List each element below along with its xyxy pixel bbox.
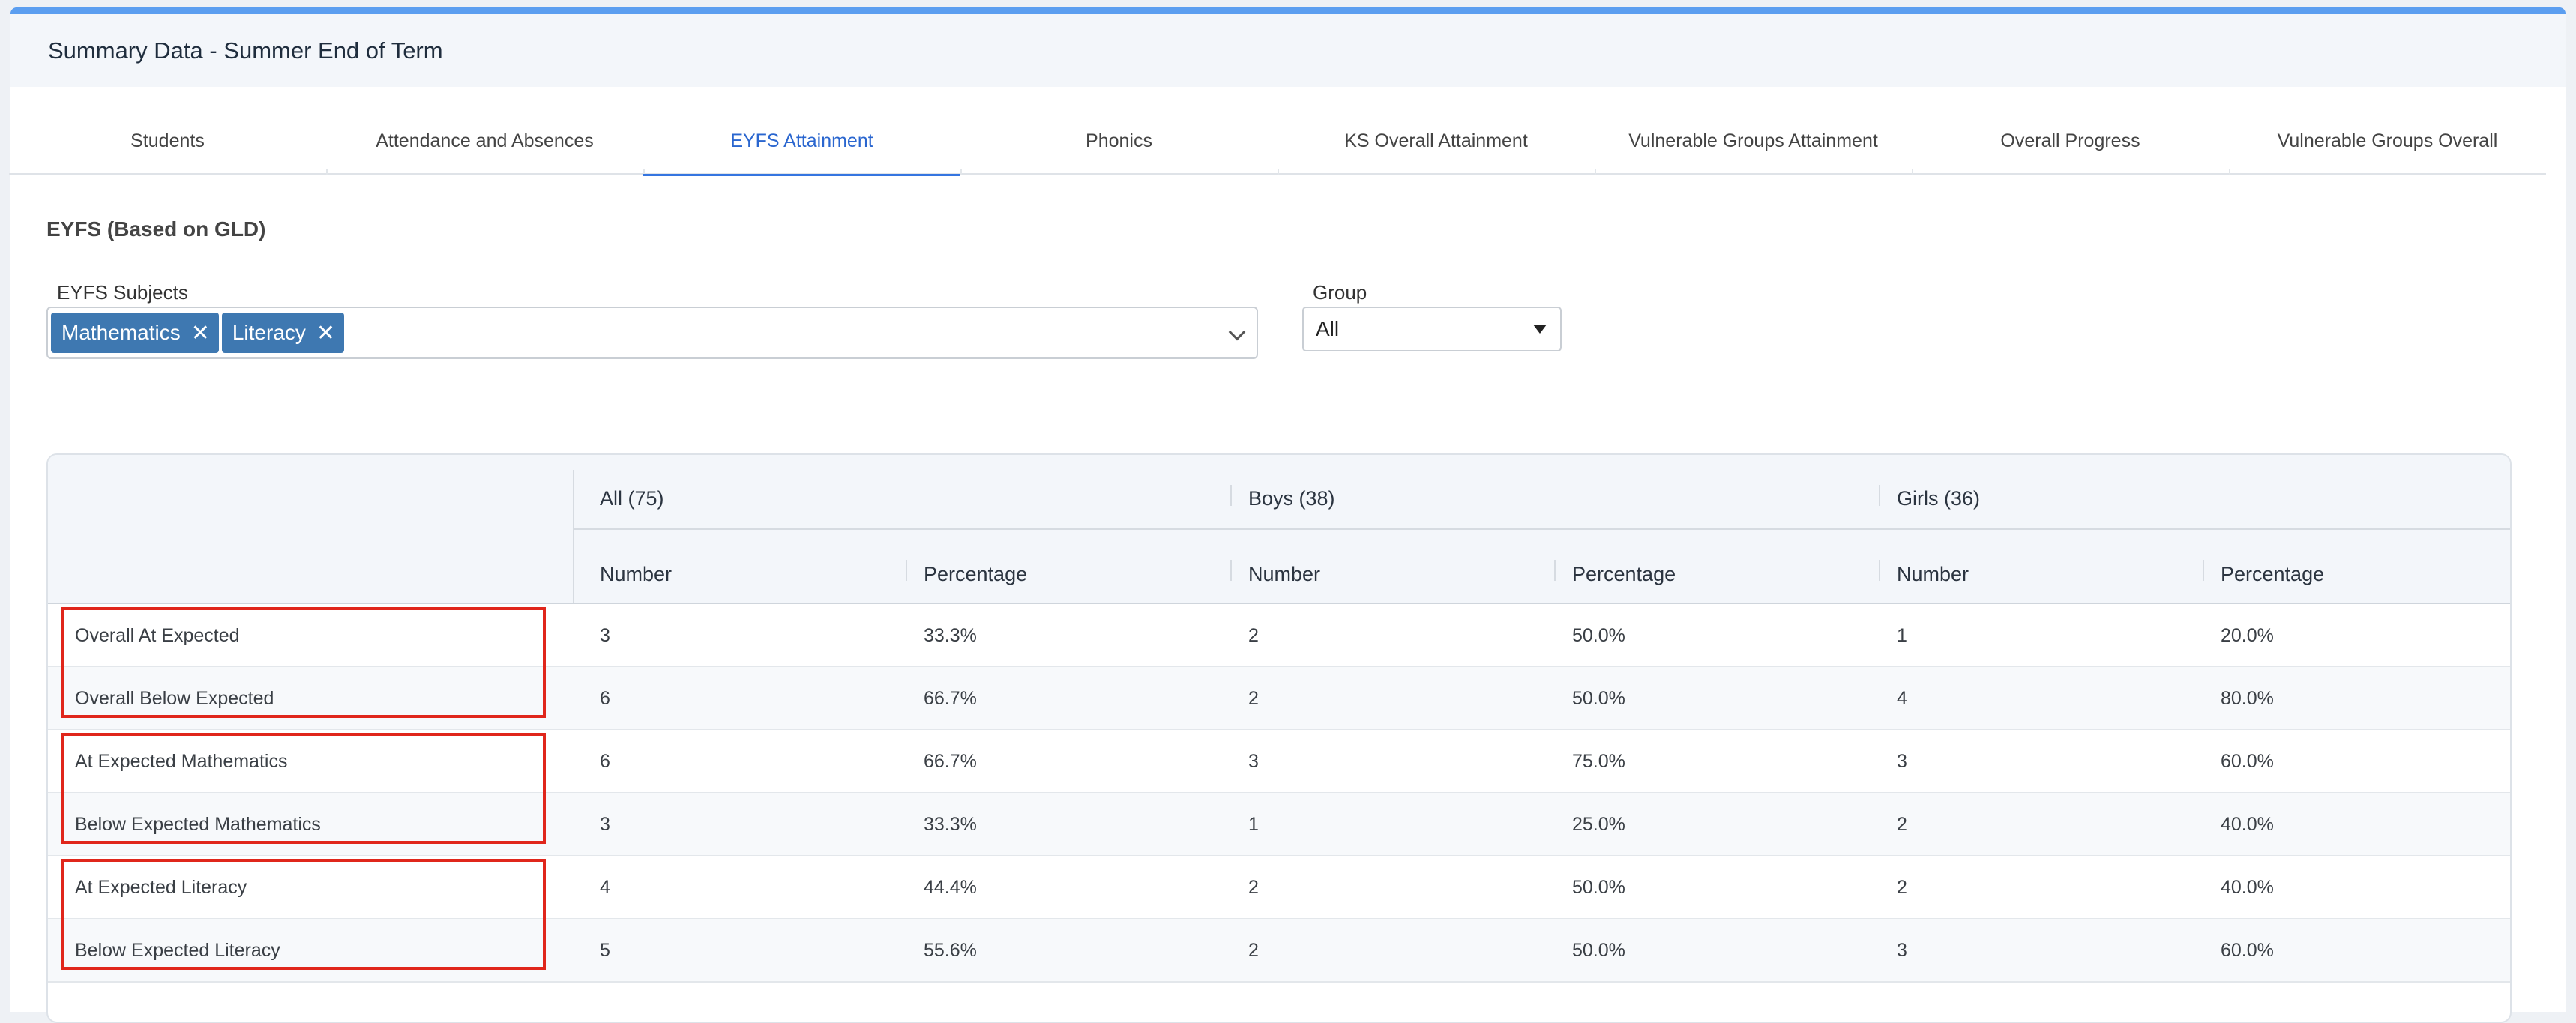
table-cell: 1 [1248, 814, 1259, 835]
table-cell: 5 [600, 940, 610, 961]
table-cell: 2 [1248, 940, 1259, 961]
group-header-girls: Girls (36) [1897, 487, 1981, 510]
tab-ks-overall-attainment[interactable]: KS Overall Attainment [1278, 107, 1595, 175]
subjects-multiselect[interactable]: Mathematics ✕ Literacy ✕ [46, 307, 1258, 359]
table-cell: 4 [1897, 688, 1907, 709]
tab-attendance[interactable]: Attendance and Absences [326, 107, 643, 175]
col-header-percentage: Percentage [1572, 563, 1676, 586]
table-cell: 50.0% [1572, 688, 1625, 709]
table-cell: 50.0% [1572, 940, 1625, 961]
col-header-number: Number [600, 563, 672, 586]
highlight-box [61, 607, 546, 718]
table-cell: 3 [1897, 940, 1907, 961]
tab-vulnerable-groups-overall[interactable]: Vulnerable Groups Overall [2229, 107, 2546, 175]
chip-label: Literacy [232, 321, 306, 344]
tab-overall-progress[interactable]: Overall Progress [1912, 107, 2229, 175]
group-label: Group [1313, 281, 1367, 304]
divider [1230, 485, 1232, 506]
table-row [48, 856, 2510, 919]
table-cell: 80.0% [2221, 688, 2274, 709]
table-row [48, 793, 2510, 856]
table-cell: 55.6% [924, 940, 977, 961]
chip-mathematics: Mathematics ✕ [51, 313, 219, 353]
row-label: Overall At Expected [75, 625, 240, 646]
table-cell: 40.0% [2221, 814, 2274, 835]
row-label: At Expected Literacy [75, 877, 247, 898]
table-cell: 6 [600, 688, 610, 709]
table-cell: 33.3% [924, 814, 977, 835]
divider [1879, 485, 1880, 506]
table-row [48, 604, 2510, 667]
divider [1879, 560, 1880, 581]
divider [2203, 560, 2204, 581]
tab-vulnerable-groups-attainment[interactable]: Vulnerable Groups Attainment [1595, 107, 1912, 175]
table-cell: 60.0% [2221, 940, 2274, 961]
divider [906, 560, 907, 581]
table-cell: 3 [1897, 751, 1907, 772]
group-select-value: All [1316, 317, 1340, 340]
table-cell: 6 [600, 751, 610, 772]
col-header-percentage: Percentage [924, 563, 1028, 586]
group-header-all: All (75) [600, 487, 664, 510]
close-icon[interactable]: ✕ [190, 320, 210, 345]
table-cell: 2 [1897, 814, 1907, 835]
chip-label: Mathematics [61, 321, 181, 344]
caret-down-icon [1533, 325, 1547, 334]
table-cell: 25.0% [1572, 814, 1625, 835]
chip-literacy: Literacy ✕ [221, 313, 345, 353]
table-row [48, 667, 2510, 730]
row-label: Below Expected Literacy [75, 940, 280, 961]
table-cell: 50.0% [1572, 877, 1625, 898]
table-cell: 2 [1897, 877, 1907, 898]
col-header-percentage: Percentage [2221, 563, 2325, 586]
tab-phonics[interactable]: Phonics [960, 107, 1278, 175]
table-cell: 3 [600, 814, 610, 835]
divider [1554, 560, 1556, 581]
card-header: Summary Data - Summer End of Term [10, 14, 2566, 87]
table-cell: 60.0% [2221, 751, 2274, 772]
table-row [48, 730, 2510, 793]
row-divider [48, 981, 2510, 983]
table-cell: 44.4% [924, 877, 977, 898]
eyfs-table: All (75) Boys (38) Girls (36) Number Per… [46, 453, 2512, 1023]
col-header-number: Number [1897, 563, 1969, 586]
tab-students[interactable]: Students [130, 130, 205, 151]
divider [1230, 560, 1232, 581]
table-cell: 3 [600, 625, 610, 646]
row-label: Below Expected Mathematics [75, 814, 321, 835]
table-cell: 40.0% [2221, 877, 2274, 898]
divider [573, 470, 574, 603]
table-cell: 3 [1248, 751, 1259, 772]
tab-eyfs-attainment[interactable]: EYFS Attainment [643, 107, 960, 176]
divider [48, 603, 2510, 604]
subjects-label: EYFS Subjects [57, 281, 188, 304]
page-title: Summary Data - Summer End of Term [48, 37, 443, 64]
divider [573, 528, 2510, 530]
table-cell: 66.7% [924, 688, 977, 709]
group-header-boys: Boys (38) [1248, 487, 1335, 510]
table-cell: 1 [1897, 625, 1907, 646]
table-cell: 33.3% [924, 625, 977, 646]
highlight-box [61, 859, 546, 970]
group-select[interactable]: All [1302, 307, 1562, 351]
chevron-down-icon[interactable] [1228, 323, 1246, 341]
table-row [48, 919, 2510, 982]
row-label: At Expected Mathematics [75, 751, 288, 772]
table-cell: 75.0% [1572, 751, 1625, 772]
table-cell: 50.0% [1572, 625, 1625, 646]
col-header-number: Number [1248, 563, 1321, 586]
table-cell: 2 [1248, 877, 1259, 898]
table-cell: 20.0% [2221, 625, 2274, 646]
tab-bar: Students Attendance and Absences EYFS At… [9, 107, 2546, 176]
table-cell: 66.7% [924, 751, 977, 772]
row-label: Overall Below Expected [75, 688, 274, 709]
close-icon[interactable]: ✕ [316, 320, 336, 345]
table-cell: 2 [1248, 625, 1259, 646]
highlight-box [61, 733, 546, 844]
table-cell: 4 [600, 877, 610, 898]
section-title: EYFS (Based on GLD) [46, 217, 266, 241]
table-cell: 2 [1248, 688, 1259, 709]
